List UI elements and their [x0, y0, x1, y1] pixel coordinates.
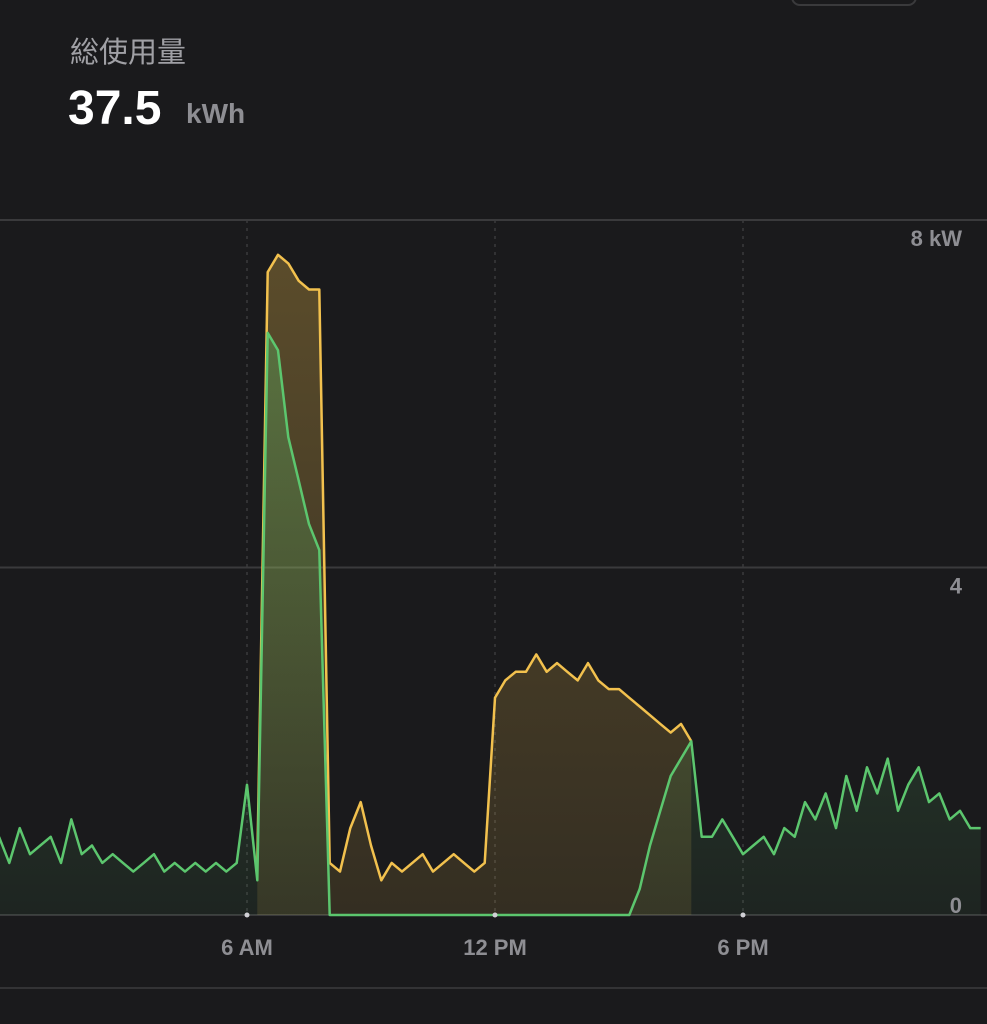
x-tick-dot	[492, 912, 498, 918]
series-line	[0, 331, 981, 917]
series-area	[257, 254, 692, 916]
total-unit: kWh	[186, 98, 245, 129]
x-tick-label: 12 PM	[463, 935, 527, 960]
x-tick-dot	[740, 912, 746, 918]
y-tick-label: 0	[950, 893, 962, 918]
chart-title: 総使用量	[70, 36, 186, 69]
y-tick-label: 8 kW	[911, 226, 963, 251]
series-line	[256, 253, 693, 882]
x-tick-dot	[244, 912, 250, 918]
top-button[interactable]	[791, 0, 917, 6]
y-tick-label: 4	[950, 574, 963, 599]
x-tick-label: 6 AM	[221, 935, 273, 960]
x-tick-label: 6 PM	[717, 935, 768, 960]
total-value: 37.5	[68, 82, 161, 135]
